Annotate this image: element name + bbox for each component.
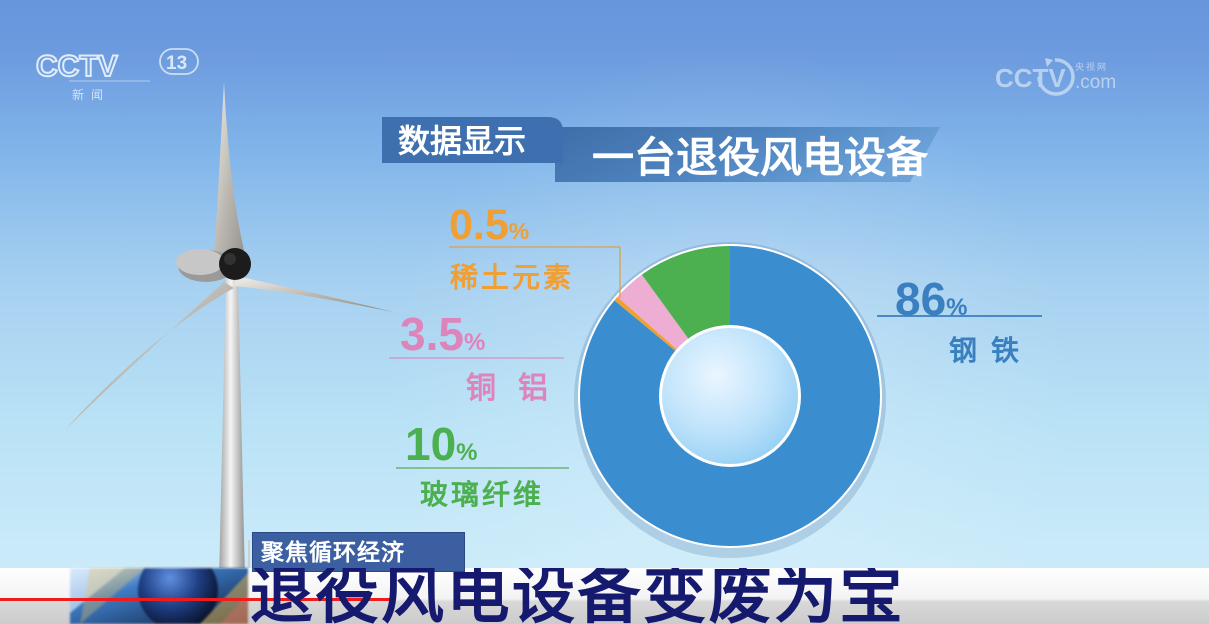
svg-text:退役风电设备变废为宝: 退役风电设备变废为宝: [250, 568, 905, 624]
svg-text:聚焦循环经济: 聚焦循环经济: [260, 539, 405, 565]
